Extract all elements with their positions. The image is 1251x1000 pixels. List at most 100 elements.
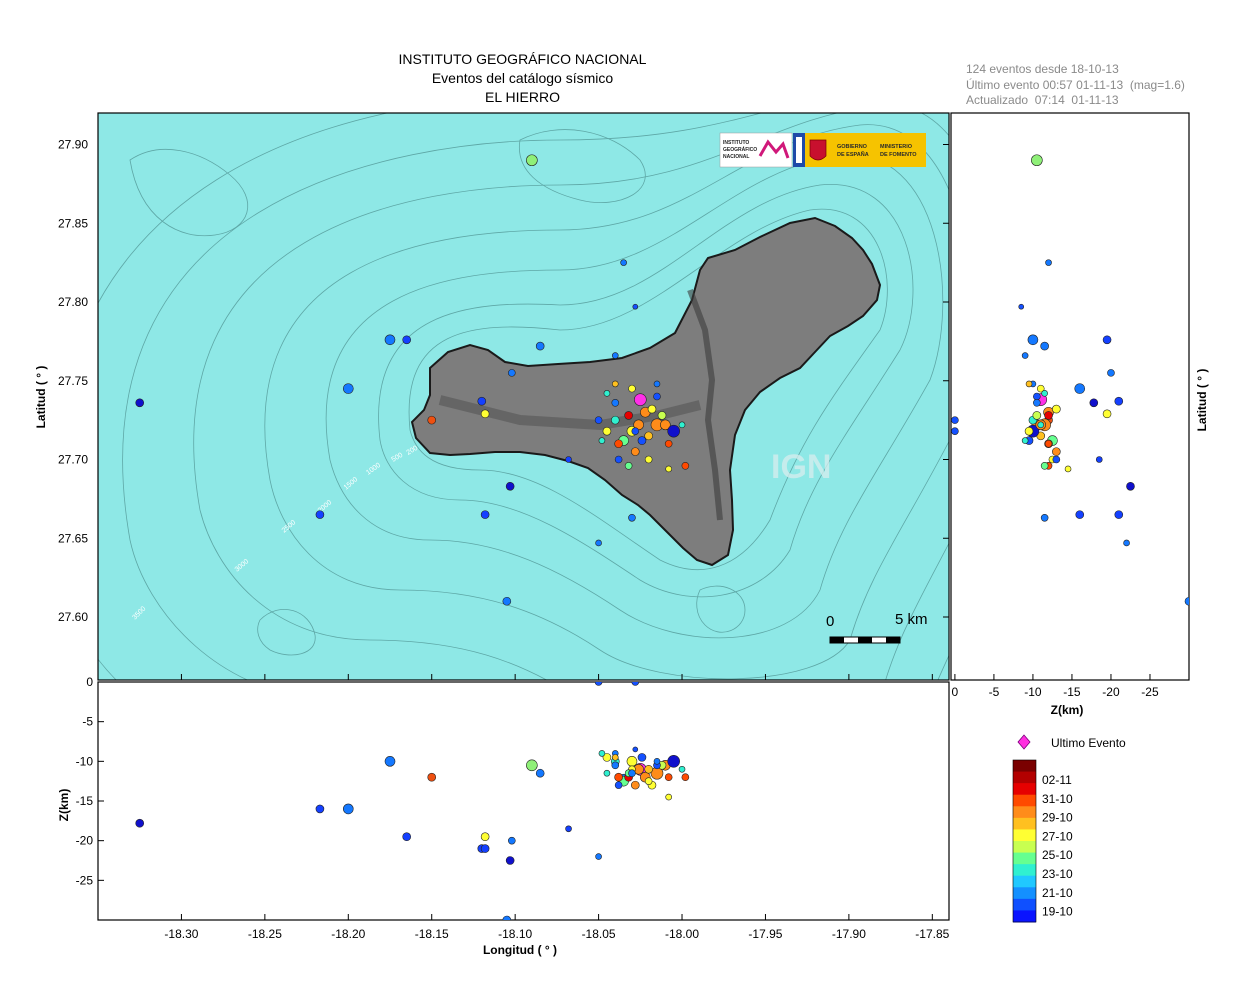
map-event-point xyxy=(653,380,661,388)
depth-latitude-panel: 0 -5 -10 -15 -20 -25 Z(km) Latitud ( ° ) xyxy=(950,112,1209,717)
depth-lon-event-point xyxy=(632,746,639,753)
depth-lon-event-point xyxy=(402,832,411,842)
depth-lon-event-point xyxy=(427,772,437,782)
map-frame xyxy=(97,112,950,681)
island-rift xyxy=(438,395,702,431)
color-scale-segment xyxy=(1013,829,1036,842)
depth-lon-event-point xyxy=(631,682,640,686)
map-event-point xyxy=(565,456,572,463)
depth-lon-event-point xyxy=(135,818,145,828)
depth-lat-event-point xyxy=(951,427,959,435)
depth-lon-event-point xyxy=(630,780,640,790)
map-event-point xyxy=(624,411,633,420)
depth-xtick-label: -18.00 xyxy=(665,927,699,941)
depth-lon-event-point xyxy=(480,832,490,842)
depth-lat-event-point xyxy=(1095,456,1103,463)
map-event-point xyxy=(480,510,490,519)
depth-lat-event-point xyxy=(1064,465,1072,473)
color-scale-frame xyxy=(1012,759,1037,923)
depth-lat-event-point xyxy=(1021,437,1029,444)
depth-lat-event-point xyxy=(1102,335,1112,345)
depth-lat-event-point xyxy=(1126,481,1135,491)
color-scale-label: 19-10 xyxy=(1042,905,1073,919)
side-xtick-label: -5 xyxy=(989,685,1000,699)
depth-xtick-label: -18.30 xyxy=(164,927,198,941)
side-xtick-label: -25 xyxy=(1141,685,1159,699)
depth-lat-event-point xyxy=(1184,596,1189,606)
depth-lat-event-point xyxy=(1074,383,1086,394)
island-el-hierro xyxy=(410,216,882,567)
logo-gobierno: GOBIERNO DE ESPAÑA MINISTERIO DE FOMENTO xyxy=(793,133,926,167)
depth-lat-ticks: 0 -5 -10 -15 -20 -25 xyxy=(952,674,1159,699)
depth-lon-event-point xyxy=(595,853,602,860)
island-ridge xyxy=(687,288,723,521)
map-ytick-label: 27.90 xyxy=(58,138,88,152)
map-event-point xyxy=(628,384,636,393)
side-xtick-label: -10 xyxy=(1024,685,1042,699)
depth-lat-event-points xyxy=(951,154,1189,606)
depth-lat-event-point xyxy=(1033,392,1041,401)
depth-xtick-label: -18.05 xyxy=(582,927,616,941)
depth-xtick-label: -17.85 xyxy=(915,927,949,941)
last-event-marker-icon xyxy=(1017,734,1031,750)
contour-label-200: 200 xyxy=(406,445,420,457)
title-line-2: Eventos del catálogo sísmico xyxy=(431,70,614,86)
depth-lon-event-point xyxy=(384,756,396,767)
depth-lat-event-point xyxy=(1021,352,1029,359)
depth-xtick-label: -17.90 xyxy=(832,927,866,941)
depth-lat-event-point xyxy=(1033,398,1041,407)
color-scale-segment xyxy=(1013,760,1036,773)
depth-lon-event-point xyxy=(602,753,612,762)
depth-xtick-label: -18.20 xyxy=(331,927,365,941)
depth-xtick-label: -18.10 xyxy=(498,927,532,941)
map-event-point xyxy=(628,513,636,522)
depth-lon-event-point xyxy=(342,803,354,815)
map-event-point xyxy=(637,436,647,445)
map-ytick-label: 27.75 xyxy=(58,374,88,388)
color-scale-label: 21-10 xyxy=(1042,886,1073,900)
depth-lon-ticks: -18.30 -18.25 -18.20 -18.15 -18.10 -18.05 -18.… xyxy=(76,674,950,941)
color-scale-segment xyxy=(1013,898,1036,911)
color-scale-segment xyxy=(1013,771,1036,784)
depth-lon-event-point xyxy=(603,769,611,777)
depth-lat-event-point xyxy=(1027,334,1039,346)
map-event-point xyxy=(614,439,623,449)
depth-lat-event-point xyxy=(1045,259,1052,266)
depth-lon-event-point xyxy=(664,773,673,782)
last-event-text: Último evento 00:57 01-11-13 (mag=1.6) xyxy=(966,77,1185,92)
map-event-point xyxy=(644,455,653,464)
color-scale-label: 31-10 xyxy=(1042,792,1073,806)
map-event-point xyxy=(508,369,516,377)
logo-ign: INSTITUTO GEOGRÁFICO NACIONAL xyxy=(719,132,793,168)
map-event-point xyxy=(402,335,411,345)
map-event-point xyxy=(634,393,647,406)
color-scale-segment xyxy=(1013,852,1036,865)
depth-lat-event-point xyxy=(1018,303,1025,310)
chart-title: INSTITUTO GEOGRÁFICO NACIONAL Eventos de… xyxy=(300,50,745,107)
depth-ytick-label: -5 xyxy=(82,715,93,729)
map-event-point xyxy=(384,334,396,346)
color-scale-label: 02-11 xyxy=(1042,773,1072,787)
depth-lon-event-point xyxy=(505,856,515,865)
depth-xtick-label: -18.25 xyxy=(248,927,282,941)
depth-longitude-panel: -18.30 -18.25 -18.20 -18.15 -18.10 -18.05 -18.… xyxy=(57,674,950,957)
color-scale-label: 29-10 xyxy=(1042,811,1073,825)
depth-lon-event-point xyxy=(626,756,638,767)
map-event-points xyxy=(135,154,690,606)
color-scale-segment xyxy=(1013,806,1036,819)
depth-lon-event-point xyxy=(644,764,653,774)
contour-label-500: 500 xyxy=(391,452,405,464)
depth-lat-frame xyxy=(950,112,1190,681)
depth-lat-event-point xyxy=(1123,539,1130,547)
depth-xtick-label: -18.15 xyxy=(415,927,449,941)
map-event-point xyxy=(477,396,487,406)
map-event-point xyxy=(630,447,640,456)
map-ytick-label: 27.60 xyxy=(58,610,88,624)
color-scale-segment xyxy=(1013,887,1036,900)
depth-lon-event-point xyxy=(565,825,572,833)
color-scale-bar xyxy=(1012,759,1037,923)
depth-lat-event-point xyxy=(1107,369,1115,377)
map-panel: 200 500 1000 1500 2000 2500 3000 3500 IG… xyxy=(34,112,1189,681)
map-event-point xyxy=(632,303,639,310)
depth-lat-event-point xyxy=(1089,398,1099,408)
